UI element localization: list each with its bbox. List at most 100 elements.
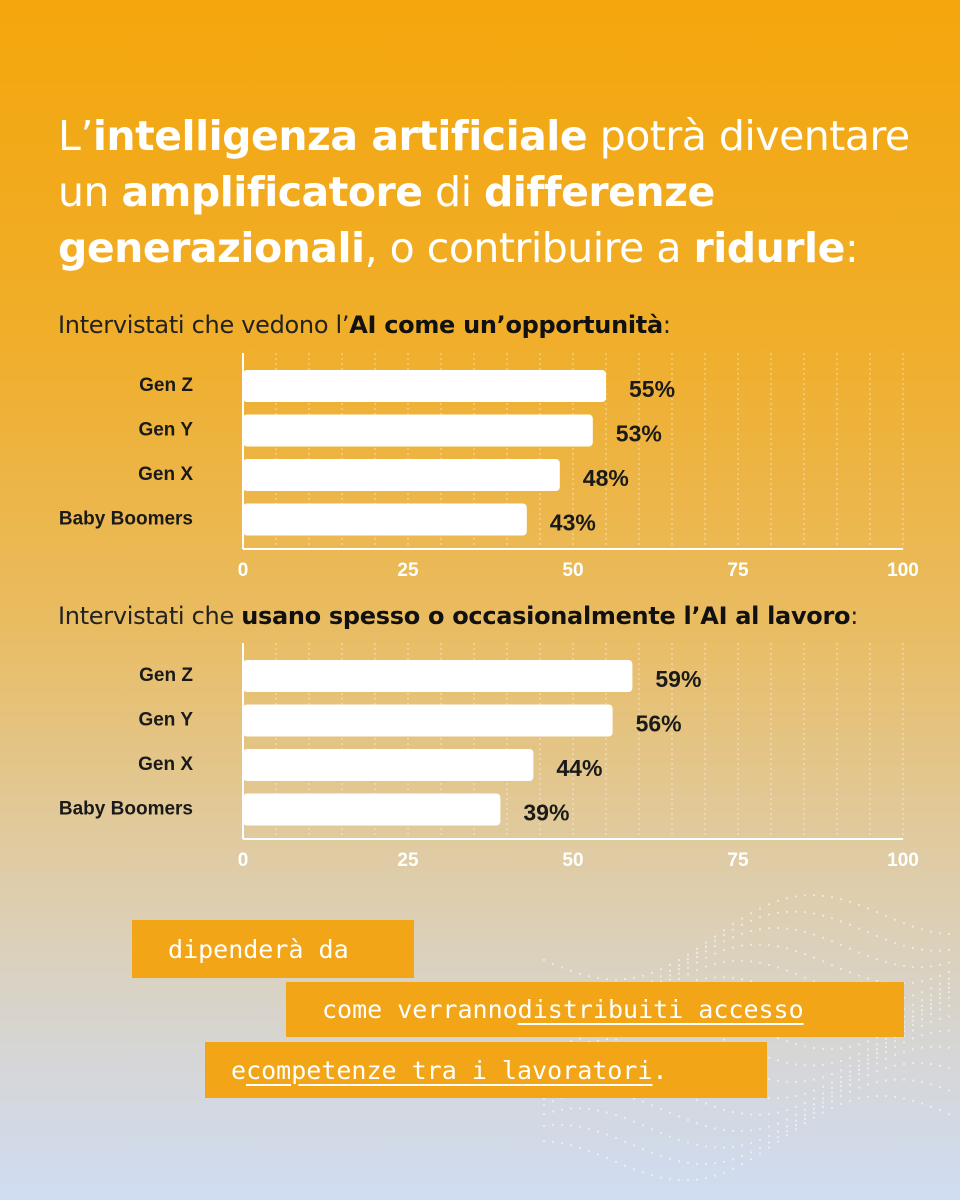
callout-text: dipenderà da	[168, 934, 349, 964]
decorative-dot	[884, 1079, 888, 1082]
decorative-dot	[578, 1125, 582, 1128]
decorative-dot	[749, 1113, 753, 1116]
decorative-dot	[893, 941, 897, 944]
decorative-dot	[812, 1097, 816, 1100]
decorative-dot	[884, 1066, 888, 1070]
decorative-dot	[821, 960, 825, 963]
decorative-dot	[785, 927, 789, 930]
subtitle-text: Intervistati che vedono l’	[58, 311, 350, 339]
decorative-dot	[758, 1113, 762, 1116]
decorative-dot	[830, 1073, 834, 1076]
decorative-dot	[623, 978, 627, 981]
decorative-dot	[929, 949, 933, 952]
decorative-dot	[713, 952, 717, 955]
decorative-dot	[938, 1001, 942, 1004]
decorative-dot	[542, 1113, 546, 1116]
decorative-dot	[587, 1127, 591, 1130]
decorative-dot	[830, 1086, 834, 1090]
decorative-dot	[938, 988, 942, 991]
decorative-dot	[866, 1054, 870, 1057]
decorative-dot	[839, 967, 843, 970]
decorative-dot	[884, 1046, 888, 1049]
decorative-dot	[866, 954, 870, 958]
decorative-dot	[893, 1053, 897, 1056]
decorative-dot	[776, 1079, 780, 1082]
decorative-dot	[821, 1085, 825, 1088]
decorative-dot	[767, 1078, 771, 1081]
decorative-dot	[839, 1069, 843, 1072]
decorative-dot	[758, 916, 762, 919]
decorative-dot	[785, 1040, 789, 1043]
decorative-dot	[785, 1118, 789, 1121]
decorative-dot	[938, 992, 942, 996]
decorative-dot	[614, 1136, 618, 1140]
decorative-dot	[947, 1112, 951, 1116]
decorative-dot	[893, 1095, 897, 1099]
decorative-dot	[920, 1034, 924, 1037]
decorative-dot	[614, 1160, 618, 1164]
page-title: L’intelligenza artificiale potrà diventa…	[58, 108, 918, 276]
decorative-dot	[713, 1174, 717, 1177]
x-tick-label: 0	[238, 850, 249, 871]
decorative-dot	[803, 930, 807, 934]
title-text: di	[422, 168, 484, 216]
decorative-dot	[668, 1135, 672, 1138]
x-tick-label: 50	[562, 560, 583, 581]
decorative-dot	[947, 1046, 951, 1049]
decorative-dot	[911, 981, 915, 984]
x-tick-label: 75	[727, 850, 749, 871]
decorative-dot	[803, 1102, 807, 1105]
decorative-dot	[911, 946, 915, 950]
x-tick-label: 50	[562, 850, 583, 871]
decorative-dot	[875, 1080, 879, 1084]
decorative-dot	[812, 933, 816, 936]
decorative-dot	[767, 1125, 771, 1128]
chart2-bar-chart: Gen Z 59% Gen Y 56% Gen X 44% Baby Boomers 39% 0…	[59, 643, 919, 871]
decorative-dot	[821, 936, 825, 939]
decorative-dot	[875, 1062, 879, 1065]
decorative-dot	[902, 1078, 906, 1081]
decorative-dot	[677, 972, 681, 975]
decorative-dot	[677, 977, 681, 980]
decorative-dot	[866, 1067, 870, 1070]
decorative-dot	[884, 1050, 888, 1054]
title-text: potrà diventare	[587, 112, 910, 160]
decorative-dot	[542, 1124, 546, 1128]
decorative-dot	[812, 1078, 816, 1081]
decorative-dot	[947, 1004, 951, 1007]
decorative-dot	[650, 1104, 654, 1107]
decorative-dot	[866, 907, 870, 910]
decorative-dot	[641, 1124, 645, 1127]
decorative-dot	[848, 1099, 852, 1102]
decorative-dot	[704, 950, 708, 953]
decorative-dot	[704, 965, 708, 968]
decorative-dot	[668, 978, 672, 981]
decorative-dot	[821, 1076, 825, 1079]
decorative-dot	[920, 991, 924, 994]
decorative-dot	[641, 1171, 645, 1174]
decorative-dot	[776, 1097, 780, 1100]
decorative-dot	[722, 1038, 726, 1041]
decorative-dot	[794, 1043, 798, 1046]
decorative-dot	[911, 1048, 915, 1051]
decorative-dot	[659, 975, 663, 978]
decorative-dot	[749, 1151, 753, 1154]
decorative-dot	[830, 1081, 834, 1084]
decorative-dot	[677, 958, 681, 962]
decorative-dot	[911, 1023, 915, 1026]
x-tick-label: 100	[887, 850, 919, 871]
decorative-dot	[929, 977, 933, 981]
decorative-dot	[938, 974, 942, 977]
decorative-dot	[794, 1124, 798, 1127]
decorative-dot	[722, 929, 726, 932]
decorative-dot	[911, 1015, 915, 1018]
decorative-dot	[668, 969, 672, 973]
decorative-dot	[677, 1179, 681, 1182]
decorative-dot	[767, 1134, 771, 1138]
decorative-dot	[929, 1007, 933, 1010]
decorative-dot	[542, 1097, 546, 1101]
title-text: :	[844, 224, 859, 272]
decorative-dot	[857, 974, 861, 977]
decorative-dot	[911, 1062, 915, 1065]
subtitle-text: :	[850, 602, 859, 630]
